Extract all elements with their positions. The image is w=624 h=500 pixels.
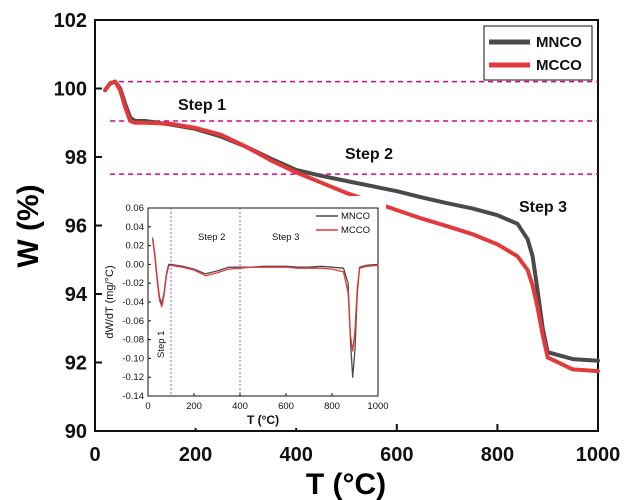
main-y-tick-label: 94: [65, 284, 88, 306]
inset-x-tick-label: 0: [145, 401, 150, 412]
inset-y-tick-label: 0.00: [126, 259, 145, 270]
inset-y-tick-label: 0.04: [126, 222, 145, 233]
inset-y-tick-label: 0.06: [126, 203, 145, 214]
main-x-tick-label: 600: [380, 444, 413, 466]
inset-legend-label-mcco: MCCO: [341, 225, 370, 236]
main-annotation-step-3: Step 3: [519, 199, 567, 216]
inset-annotation-step-1: Step 1: [156, 331, 167, 358]
main-y-tick-label: 90: [65, 421, 87, 443]
main-x-tick-label: 1000: [576, 444, 621, 466]
main-y-tick-label: 92: [65, 353, 87, 375]
main-y-tick-label: 100: [54, 79, 87, 101]
inset-chart: 0 200 400 600 800 1000 0.06 0.04 0.02 0.00 -0.02 -…: [102, 196, 389, 428]
main-y-axis-label: W (%): [12, 184, 45, 267]
main-annotation-step-2: Step 2: [345, 146, 393, 163]
main-legend: MNCO MCCO: [484, 26, 592, 80]
inset-y-tick-label: 0.02: [126, 241, 145, 252]
inset-annotation-step-2: Step 2: [198, 232, 225, 243]
inset-legend-label-mnco: MNCO: [341, 211, 370, 222]
inset-y-tick-label: -0.08: [122, 335, 144, 346]
main-annotation-step-1: Step 1: [178, 97, 226, 114]
inset-x-tick-label: 400: [232, 401, 248, 412]
inset-x-tick-label: 800: [324, 401, 340, 412]
main-x-tick-label: 400: [280, 444, 313, 466]
main-x-tick-label: 800: [481, 444, 514, 466]
main-y-tick-label: 102: [54, 10, 87, 32]
main-x-axis-label: T (°C): [306, 468, 386, 500]
inset-y-tick-label: -0.12: [122, 372, 144, 383]
main-y-tick-label: 96: [65, 216, 87, 238]
inset-x-tick-label: 1000: [367, 401, 388, 412]
inset-y-tick-label: -0.04: [122, 297, 144, 308]
inset-y-tick-label: -0.10: [122, 353, 144, 364]
main-x-tick-label: 0: [89, 444, 100, 466]
inset-x-axis-label: T (°C): [247, 413, 279, 427]
legend-label-mnco: MNCO: [536, 34, 582, 51]
inset-x-tick-label: 200: [186, 401, 202, 412]
inset-annotation-step-3: Step 3: [272, 232, 299, 243]
inset-y-tick-label: -0.14: [122, 391, 144, 402]
legend-label-mcco: MCCO: [536, 57, 582, 74]
inset-x-tick-label: 600: [278, 401, 294, 412]
main-y-tick-label: 98: [65, 147, 87, 169]
inset-y-tick-label: -0.02: [122, 278, 144, 289]
main-x-tick-label: 200: [179, 444, 212, 466]
inset-y-axis-label: dW/dT (mg/°C): [104, 265, 116, 338]
inset-y-tick-label: -0.06: [122, 316, 144, 327]
